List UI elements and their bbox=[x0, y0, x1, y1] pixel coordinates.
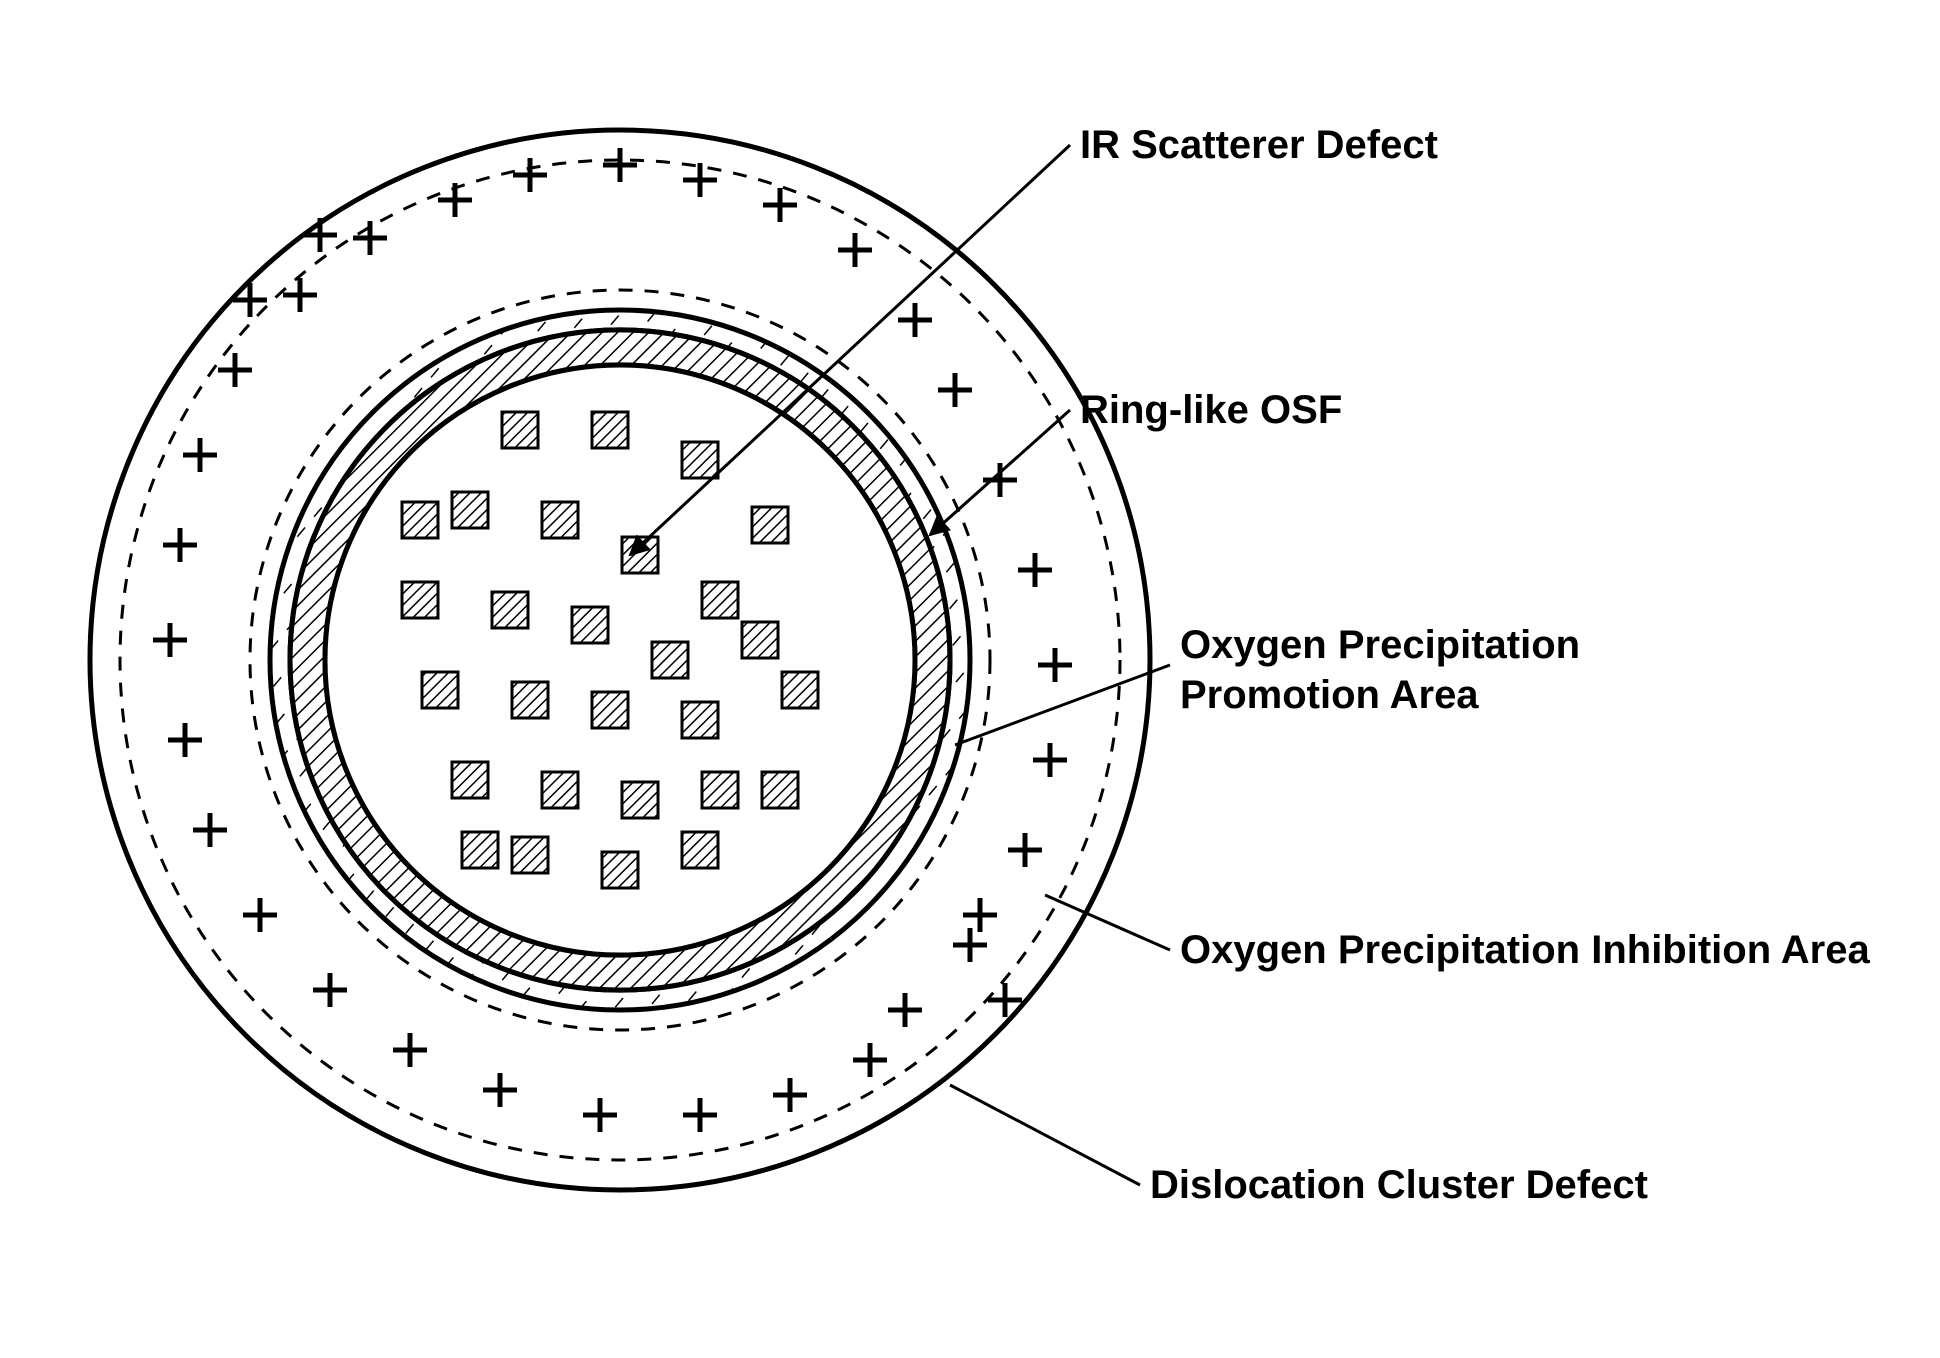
hatched-square-icon bbox=[512, 682, 548, 718]
plus-icon bbox=[193, 813, 227, 847]
plus-icon bbox=[938, 373, 972, 407]
plus-icon bbox=[773, 1078, 807, 1112]
plus-icon bbox=[513, 158, 547, 192]
plus-icon bbox=[393, 1033, 427, 1067]
hatched-square-icon bbox=[402, 582, 438, 618]
leader-line bbox=[950, 1085, 1140, 1185]
hatched-square-icon bbox=[572, 607, 608, 643]
plus-icon bbox=[853, 1043, 887, 1077]
hatched-square-icon bbox=[542, 772, 578, 808]
plus-icon bbox=[168, 723, 202, 757]
hatched-square-icon bbox=[682, 832, 718, 868]
plus-icon bbox=[313, 973, 347, 1007]
hatched-square-icon bbox=[512, 837, 548, 873]
hatched-square-icon bbox=[452, 492, 488, 528]
hatched-square-icon bbox=[762, 772, 798, 808]
hatched-square-icon bbox=[592, 692, 628, 728]
hatched-square-icon bbox=[422, 672, 458, 708]
hatched-square-icon bbox=[702, 772, 738, 808]
plus-icon bbox=[243, 898, 277, 932]
plus-icon bbox=[603, 148, 637, 182]
plus-icon bbox=[1033, 743, 1067, 777]
plus-icon bbox=[1038, 648, 1072, 682]
hatched-square-icon bbox=[402, 502, 438, 538]
hatched-square-icon bbox=[742, 622, 778, 658]
plus-icon bbox=[153, 623, 187, 657]
plus-icon bbox=[353, 221, 387, 255]
plus-icon bbox=[963, 898, 997, 932]
plus-icon bbox=[763, 188, 797, 222]
plus-icon bbox=[438, 183, 472, 217]
leader-line bbox=[1045, 895, 1170, 950]
plus-icon bbox=[953, 928, 987, 962]
hatched-square-icon bbox=[592, 412, 628, 448]
hatched-square-icon bbox=[652, 642, 688, 678]
hatched-square-icon bbox=[452, 762, 488, 798]
label-ir_scatterer: IR Scatterer Defect bbox=[1080, 120, 1438, 170]
hatched-square-icon bbox=[682, 442, 718, 478]
wafer-defect-diagram bbox=[0, 0, 1940, 1358]
plus-icon bbox=[583, 1098, 617, 1132]
plus-icon bbox=[183, 438, 217, 472]
plus-icon bbox=[838, 233, 872, 267]
hatched-square-icon bbox=[542, 502, 578, 538]
leader-line bbox=[930, 410, 1070, 535]
hatched-square-icon bbox=[492, 592, 528, 628]
hatched-square-icon bbox=[502, 412, 538, 448]
hatched-square-icon bbox=[462, 832, 498, 868]
plus-icon bbox=[483, 1073, 517, 1107]
hatched-square-icon bbox=[622, 782, 658, 818]
plus-icon bbox=[683, 1098, 717, 1132]
label-ring_osf: Ring-like OSF bbox=[1080, 385, 1342, 435]
hatched-square-icon bbox=[602, 852, 638, 888]
hatched-square-icon bbox=[782, 672, 818, 708]
label-oxy_promotion: Oxygen Precipitation Promotion Area bbox=[1180, 620, 1580, 720]
plus-icon bbox=[1008, 833, 1042, 867]
plus-icon bbox=[163, 528, 197, 562]
hatched-square-icon bbox=[702, 582, 738, 618]
plus-icon bbox=[283, 278, 317, 312]
plus-icon bbox=[898, 303, 932, 337]
hatched-square-icon bbox=[752, 507, 788, 543]
plus-icon bbox=[1018, 553, 1052, 587]
plus-icon bbox=[888, 993, 922, 1027]
label-oxy_inhibition: Oxygen Precipitation Inhibition Area bbox=[1180, 925, 1870, 975]
plus-icon bbox=[303, 218, 337, 252]
plus-icon bbox=[218, 353, 252, 387]
hatched-square-icon bbox=[622, 537, 658, 573]
hatched-square-icon bbox=[682, 702, 718, 738]
plus-icon bbox=[983, 463, 1017, 497]
leader-line bbox=[955, 665, 1170, 745]
label-dislocation: Dislocation Cluster Defect bbox=[1150, 1160, 1648, 1210]
